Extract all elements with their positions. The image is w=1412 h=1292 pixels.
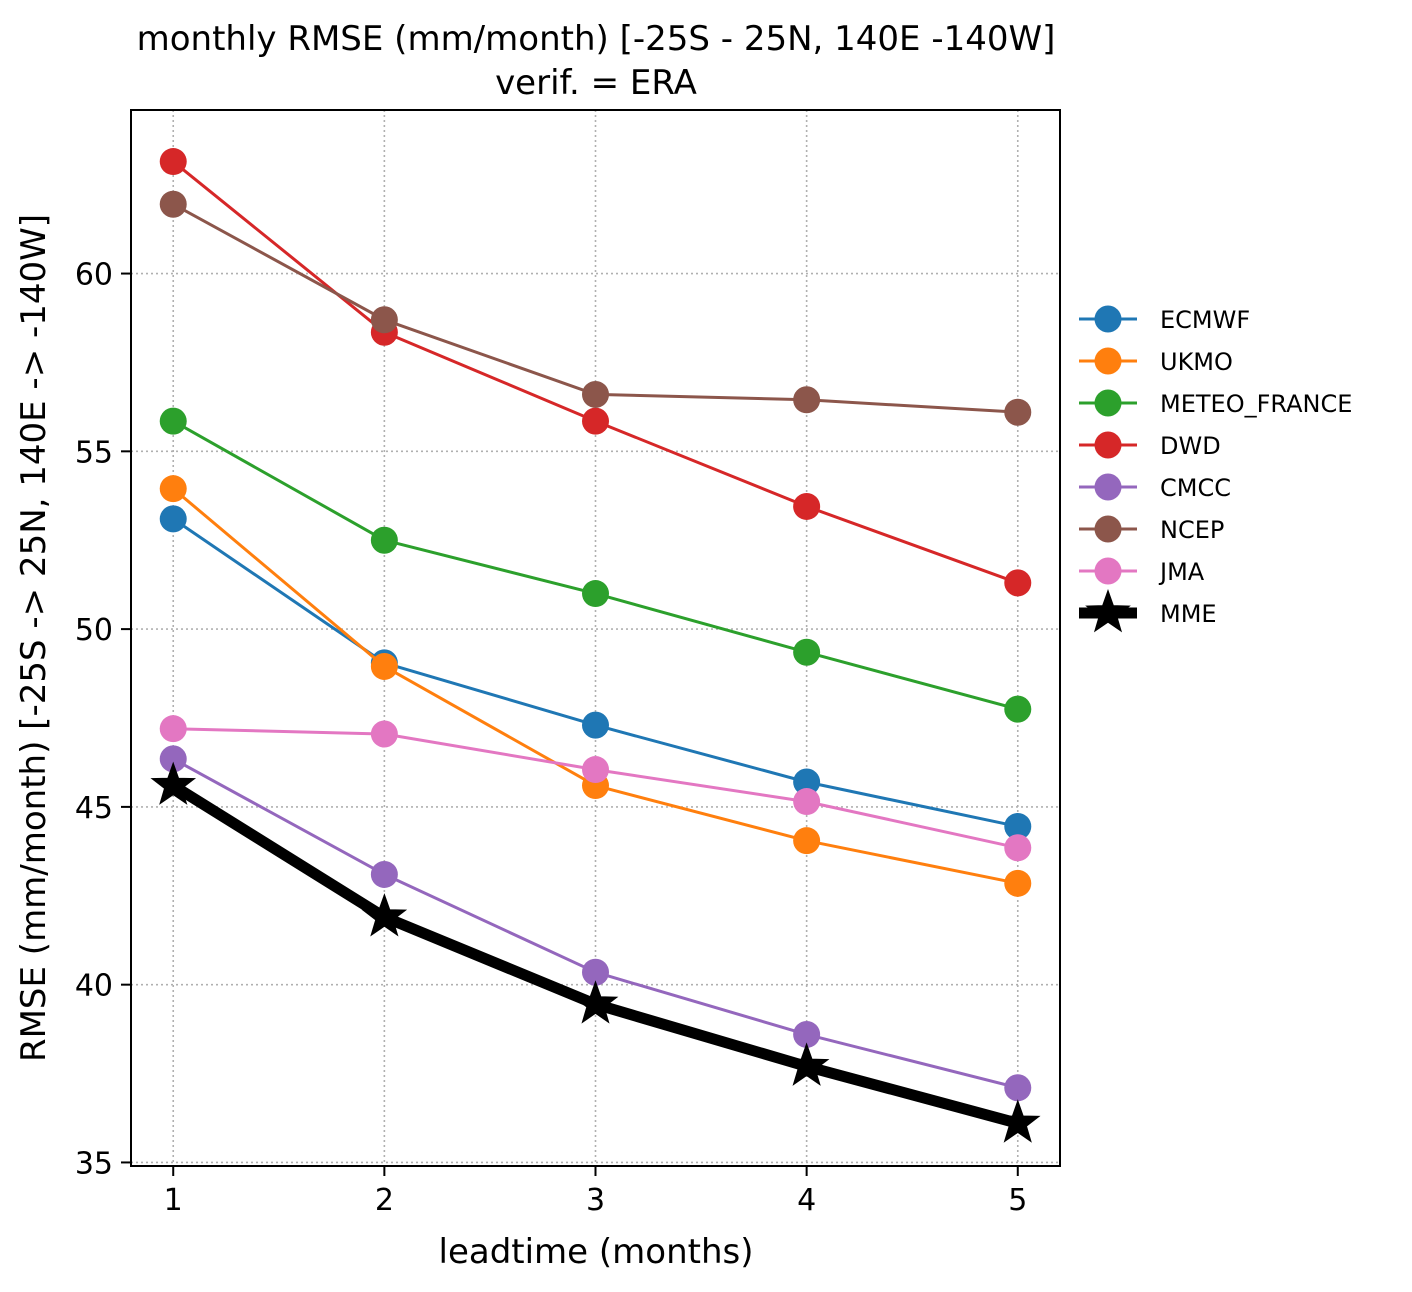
- series-jma: [159, 715, 1032, 862]
- data-point: [361, 893, 408, 937]
- y-tick-label: 55: [75, 435, 113, 470]
- legend-marker: [1094, 473, 1122, 501]
- data-point: [370, 720, 398, 748]
- x-tick-label: 5: [1008, 1183, 1027, 1218]
- data-point: [159, 475, 187, 503]
- data-point: [994, 1099, 1041, 1143]
- data-point: [582, 711, 609, 739]
- legend-label: UKMO: [1160, 348, 1233, 376]
- legend-marker: [1094, 347, 1122, 375]
- legend-label: JMA: [1158, 558, 1205, 586]
- chart-title: monthly RMSE (mm/month) [-25S - 25N, 140…: [137, 19, 1056, 59]
- x-axis-label: leadtime (months): [439, 1232, 754, 1272]
- data-point: [159, 505, 187, 533]
- data-point: [793, 768, 821, 796]
- series-meteo_france: [159, 407, 1032, 723]
- series-layer: [150, 148, 1041, 1143]
- legend-label: ECMWF: [1160, 306, 1250, 334]
- data-point: [793, 788, 821, 816]
- legend-item-cmcc: CMCC: [1079, 473, 1231, 502]
- legend-marker: [1094, 515, 1122, 543]
- x-tick-label: 3: [586, 1183, 605, 1218]
- y-axis-label: RMSE (mm/month) [-25S -> 25N, 140E -> -1…: [14, 214, 54, 1062]
- data-point: [1004, 834, 1032, 862]
- legend-label: NCEP: [1160, 516, 1224, 544]
- data-point: [159, 745, 187, 773]
- data-point: [793, 1020, 821, 1048]
- data-point: [582, 958, 609, 986]
- y-tick-label: 40: [75, 969, 113, 1004]
- series-cmcc: [159, 745, 1032, 1102]
- data-point: [572, 980, 619, 1024]
- data-point: [1004, 398, 1032, 426]
- legend-item-meteo_france: METEO_FRANCE: [1079, 389, 1352, 418]
- series-ncep: [159, 190, 1032, 426]
- data-point: [370, 306, 398, 334]
- legend-label: METEO_FRANCE: [1160, 390, 1352, 418]
- legend-item-dwd: DWD: [1079, 431, 1221, 460]
- data-point: [793, 386, 821, 414]
- y-tick-label: 60: [75, 258, 113, 293]
- data-point: [783, 1042, 830, 1086]
- legend-marker: [1094, 557, 1122, 585]
- legend-marker: [1094, 431, 1122, 459]
- data-point: [159, 190, 187, 218]
- data-point: [159, 148, 187, 176]
- legend-item-ncep: NCEP: [1079, 515, 1224, 544]
- data-point: [1004, 1074, 1032, 1102]
- series-line: [172, 160, 1019, 585]
- x-tick-label: 1: [164, 1183, 183, 1218]
- data-point: [793, 492, 821, 520]
- series-ecmwf: [159, 505, 1032, 840]
- data-point: [1004, 695, 1032, 723]
- series-mme: [150, 761, 1041, 1143]
- legend-item-jma: JMA: [1079, 557, 1205, 586]
- legend: ECMWF UKMO METEO_FRANCE DWD CMCC NCEP JMA MME: [1079, 305, 1352, 633]
- data-point: [582, 580, 609, 608]
- legend-item-mme: MME: [1079, 589, 1217, 633]
- data-point: [793, 638, 821, 666]
- data-point: [1004, 812, 1032, 840]
- data-point: [793, 827, 821, 855]
- legend-item-ukmo: UKMO: [1079, 347, 1233, 376]
- data-point: [159, 715, 187, 743]
- data-point: [370, 526, 398, 554]
- legend-marker: [1094, 389, 1122, 417]
- data-point: [370, 652, 398, 680]
- y-tick-label: 50: [75, 613, 113, 648]
- legend-marker: [1085, 589, 1131, 633]
- data-point: [370, 860, 398, 888]
- data-point: [582, 407, 609, 435]
- data-point: [150, 761, 197, 805]
- legend-label: MME: [1160, 600, 1217, 628]
- data-point: [582, 380, 609, 408]
- legend-marker: [1094, 305, 1122, 333]
- x-tick-label: 4: [797, 1183, 816, 1218]
- legend-label: CMCC: [1160, 474, 1231, 502]
- data-point: [159, 407, 187, 435]
- chart-subtitle: verif. = ERA: [495, 63, 697, 103]
- y-tick-label: 45: [75, 791, 113, 826]
- data-point: [582, 756, 609, 784]
- y-tick-label: 35: [75, 1146, 113, 1181]
- legend-label: DWD: [1160, 432, 1221, 460]
- series-line: [172, 757, 1019, 1090]
- data-point: [1004, 869, 1032, 897]
- x-tick-label: 2: [375, 1183, 394, 1218]
- legend-item-ecmwf: ECMWF: [1079, 305, 1250, 334]
- data-point: [1004, 569, 1032, 597]
